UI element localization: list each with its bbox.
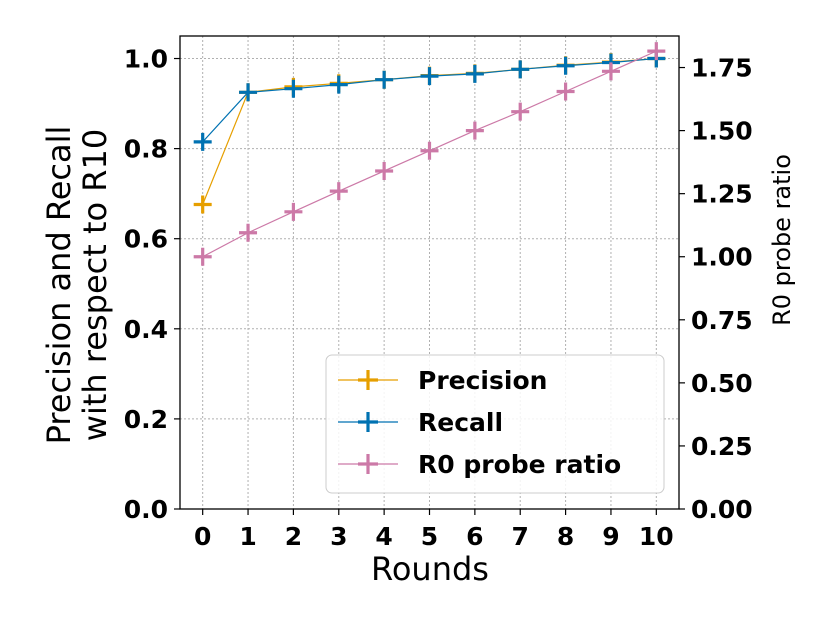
legend-label-r0-probe-ratio: R0 probe ratio: [418, 450, 621, 479]
point-r0-probe-ratio-9: [601, 62, 620, 81]
point-recall-1: [239, 83, 258, 102]
legend-marker-r0-probe-ratio: [358, 454, 378, 474]
right-axis-title: R0 probe ratio: [768, 154, 796, 326]
point-r0-probe-ratio-6: [465, 121, 484, 140]
point-r0-probe-ratio-8: [556, 82, 575, 101]
legend-box: [325, 354, 665, 494]
right-tick-label-3: 0.75: [691, 306, 753, 335]
x-tick-label-8: 8: [557, 522, 574, 551]
point-r0-probe-ratio-3: [329, 182, 348, 201]
right-tick-label-5: 1.25: [691, 180, 753, 209]
x-axis-title: Rounds: [371, 550, 489, 588]
point-recall-4: [375, 70, 394, 89]
point-precision-0: [193, 195, 212, 214]
right-tick-label-1: 0.25: [691, 432, 753, 461]
right-tick-label-2: 0.50: [691, 369, 753, 398]
x-tick-label-2: 2: [285, 522, 302, 551]
left-axis-ticks: 0.0 0.2 0.4 0.6 0.8 1.0: [124, 45, 180, 524]
x-tick-label-6: 6: [466, 522, 483, 551]
left-tick-label-0: 0.0: [124, 495, 168, 524]
series-markers: [193, 42, 666, 266]
legend-marker-precision: [358, 370, 378, 390]
point-r0-probe-ratio-4: [375, 161, 394, 180]
point-r0-probe-ratio-2: [284, 202, 303, 221]
left-tick-label-2: 0.4: [124, 315, 168, 344]
point-recall-0: [193, 132, 212, 151]
point-recall-5: [420, 67, 439, 86]
legend-entry-precision: Precision: [338, 366, 547, 395]
point-recall-7: [511, 60, 530, 79]
x-tick-label-4: 4: [375, 522, 392, 551]
legend-label-precision: Precision: [418, 366, 547, 395]
x-tick-label-0: 0: [194, 522, 211, 551]
legend-entry-r0-probe-ratio: R0 probe ratio: [338, 450, 621, 479]
x-tick-label-7: 7: [512, 522, 529, 551]
x-axis-ticks: 0 1 2 3 4 5 6 7 8 9 10: [194, 509, 674, 551]
right-tick-label-6: 1.50: [691, 117, 753, 146]
point-recall-2: [284, 79, 303, 98]
point-r0-probe-ratio-5: [420, 141, 439, 160]
point-recall-6: [465, 64, 484, 83]
legend-marker-recall: [358, 412, 378, 432]
legend: Precision Recall R0 probe ratio: [325, 354, 665, 494]
right-axis-ticks: 0.00 0.25 0.50 0.75 1.00 1.25 1.50 1.75: [679, 54, 753, 524]
legend-label-recall: Recall: [418, 408, 503, 437]
x-tick-label-3: 3: [330, 522, 347, 551]
x-tick-label-5: 5: [421, 522, 438, 551]
legend-entry-recall: Recall: [338, 408, 503, 437]
point-r0-probe-ratio-1: [239, 223, 258, 242]
point-recall-8: [556, 56, 575, 75]
left-axis-title-line-1: Precision and Recall: [40, 126, 78, 445]
point-r0-probe-ratio-7: [511, 102, 530, 121]
right-tick-label-7: 1.75: [691, 54, 753, 83]
x-tick-label-9: 9: [602, 522, 619, 551]
right-tick-label-4: 1.00: [691, 243, 753, 272]
point-r0-probe-ratio-10: [647, 42, 666, 61]
left-tick-label-4: 0.8: [124, 135, 168, 164]
x-tick-label-1: 1: [239, 522, 256, 551]
left-axis-title-line-2: with respect to R10: [76, 129, 114, 441]
point-r0-probe-ratio-0: [193, 247, 212, 266]
left-tick-label-5: 1.0: [124, 45, 168, 74]
left-axis-title: Precision and Recall with respect to R10: [40, 126, 114, 445]
left-tick-label-3: 0.6: [124, 225, 168, 254]
point-recall-3: [329, 75, 348, 94]
x-tick-label-10: 10: [639, 522, 674, 551]
left-tick-label-1: 0.2: [124, 405, 168, 434]
right-tick-label-0: 0.00: [691, 495, 753, 524]
